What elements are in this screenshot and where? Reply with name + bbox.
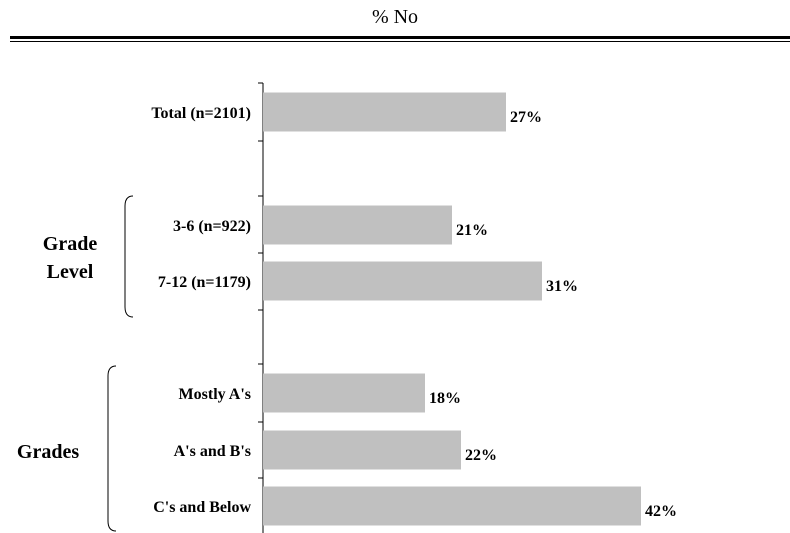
group-label-0-1: Level	[47, 261, 94, 283]
value-label-3: 18%	[429, 390, 461, 407]
group-label-0-0: Grade	[43, 233, 98, 255]
bar-0	[263, 92, 506, 132]
title-rule-thin	[10, 41, 790, 42]
bar-5	[263, 486, 641, 526]
value-label-1: 21%	[456, 222, 488, 239]
category-label-4: A's and B's	[174, 443, 251, 460]
value-label-0: 27%	[510, 109, 542, 126]
group-brace-1	[107, 365, 117, 532]
value-label-4: 22%	[465, 447, 497, 464]
category-label-1: 3-6 (n=922)	[173, 218, 251, 235]
chart-title: % No	[371, 6, 419, 28]
category-label-3: Mostly A's	[179, 386, 251, 403]
bar-1	[263, 205, 452, 245]
bar-2	[263, 261, 542, 301]
category-label-0: Total (n=2101)	[151, 105, 251, 122]
value-label-5: 42%	[645, 503, 677, 520]
group-label-1-0: Grades	[17, 441, 79, 463]
bar-3	[263, 373, 425, 413]
value-label-2: 31%	[546, 278, 578, 295]
category-label-5: C's and Below	[153, 499, 251, 516]
group-brace-0	[124, 195, 134, 318]
category-label-2: 7-12 (n=1179)	[158, 274, 251, 291]
bar-4	[263, 430, 461, 470]
title-rule-thick	[10, 36, 790, 39]
